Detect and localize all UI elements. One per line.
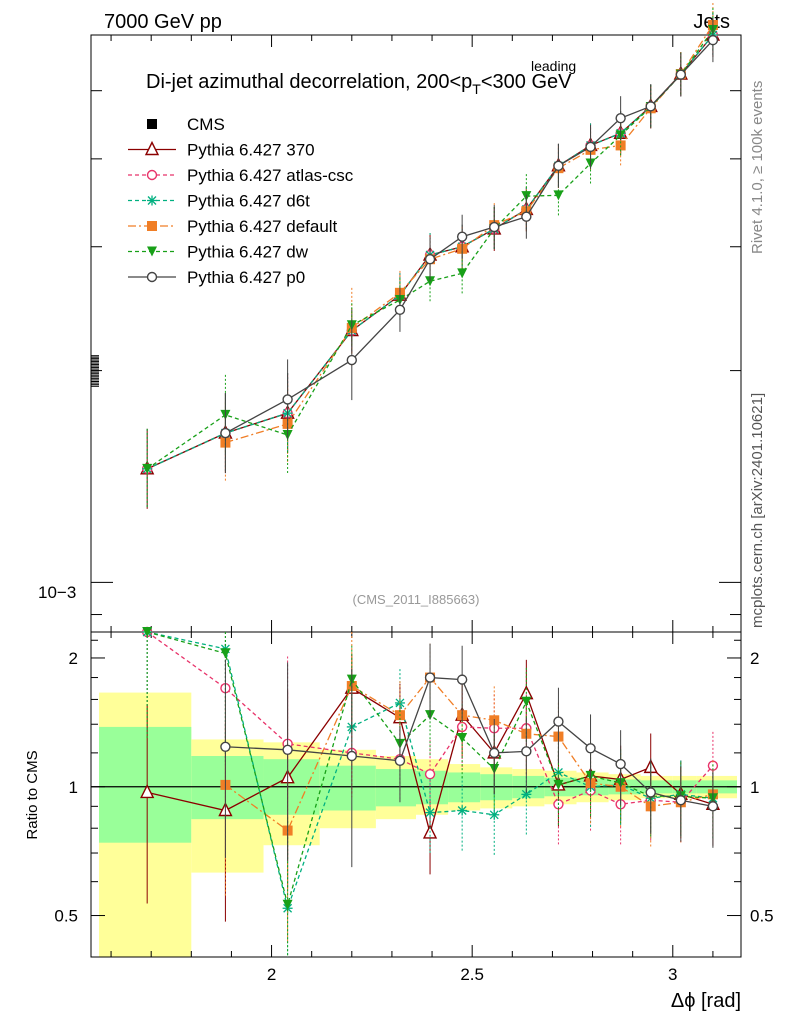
- data-point: [615, 112, 626, 124]
- legend-marker: [146, 271, 158, 283]
- legend-label: Pythia 6.427 d6t: [187, 192, 310, 211]
- ratio-point: [585, 743, 596, 754]
- data-point: [553, 160, 564, 172]
- x-axis-label: Δϕ [rad]: [671, 990, 741, 1012]
- data-point: [424, 254, 436, 265]
- data-point: [585, 141, 596, 153]
- data-point: [456, 231, 468, 242]
- data-point: [675, 69, 687, 80]
- legend-entry: Pythia 6.427 p0: [128, 268, 305, 287]
- chart-title-suffix: <300 GeV: [481, 71, 572, 93]
- data-point: [707, 34, 719, 46]
- ratio-point: [707, 801, 719, 812]
- ratio-point: [553, 716, 564, 727]
- ratio-point: [553, 779, 564, 790]
- legend-label: Pythia 6.427 atlas-csc: [187, 166, 354, 185]
- ratio-y-tick-label-right: 1: [750, 778, 759, 797]
- ratio-point: [521, 746, 532, 757]
- ratio-point: [394, 755, 406, 766]
- ratio-point: [220, 648, 231, 659]
- data-point: [553, 190, 564, 201]
- ratio-plot-area: [140, 626, 721, 957]
- ratio-point: [425, 807, 436, 818]
- legend-marker: [147, 195, 157, 206]
- legend-label: CMS: [187, 115, 225, 134]
- data-point: [521, 211, 532, 222]
- legend-label: Pythia 6.427 p0: [187, 268, 305, 287]
- ratio-point: [489, 747, 500, 759]
- chart-title: Di-jet azimuthal decorrelation, 200<pT<3…: [146, 71, 572, 97]
- ratio-point: [424, 672, 436, 683]
- legend-label: Pythia 6.427 dw: [187, 243, 309, 262]
- ratio-y-tick-label-right: 0.5: [750, 907, 774, 926]
- ratio-line: [225, 676, 714, 807]
- legend-entry: Pythia 6.427 atlas-csc: [128, 166, 354, 185]
- legend-marker: [147, 246, 157, 257]
- ratio-point: [140, 783, 155, 799]
- ratio-ylabel: Ratio to CMS: [24, 750, 41, 839]
- ratio-point: [282, 744, 293, 756]
- rivet-version-note: Rivet 4.1.0, ≥ 100k events: [749, 81, 766, 254]
- chart-title-prefix: Di-jet azimuthal decorrelation, 200<p: [146, 71, 472, 93]
- ratio-y-tick-label-right: 2: [750, 649, 759, 668]
- legend-marker: [144, 140, 160, 156]
- ratio-axis-ticks: 2 2.5 3 0.5 0.5 1 1 2 2: [54, 632, 774, 984]
- series-ratio: [220, 643, 719, 868]
- ratio-point: [489, 809, 500, 820]
- mcplots-note: mcplots.cern.ch [arXiv:2401.10621]: [749, 393, 766, 628]
- legend: CMS Pythia 6.427 370 Pythia 6.427 atlas-cs…: [128, 115, 354, 287]
- legend-label: Pythia 6.427 default: [187, 217, 338, 236]
- ratio-point: [521, 696, 532, 707]
- legend-entry: Pythia 6.427 370: [128, 141, 315, 160]
- chart-title-sub: T: [472, 81, 481, 97]
- data-point: [489, 221, 500, 233]
- legend-marker: [147, 221, 157, 231]
- data-point: [142, 463, 153, 474]
- chart-title-sup: leading: [531, 58, 576, 74]
- ratio-point: [457, 805, 468, 816]
- ratio-band-inner: [319, 765, 376, 811]
- data-point: [220, 427, 231, 439]
- ratio-point: [645, 787, 656, 798]
- data-point: [645, 101, 656, 112]
- legend-entry: Pythia 6.427 dw: [128, 243, 309, 262]
- main-ytick-label: 10−3: [38, 583, 76, 602]
- data-point: [346, 354, 358, 366]
- x-tick-label: 3: [668, 965, 677, 984]
- ratio-band-inner: [99, 726, 192, 843]
- collision-label: 7000 GeV pp: [104, 11, 222, 33]
- series-line: [225, 39, 714, 434]
- x-tick-label: 2: [267, 965, 276, 984]
- legend-entry: CMS: [147, 115, 225, 134]
- series-main: [220, 18, 719, 474]
- main-plot-area: [140, 2, 721, 509]
- ratio-point: [675, 795, 687, 806]
- ratio-point: [615, 758, 626, 770]
- analysis-id: (CMS_2011_I885663): [353, 592, 480, 607]
- ratio-y-tick-label-left: 1: [69, 778, 78, 797]
- ratio-y-tick-label-left: 2: [69, 649, 78, 668]
- ratio-y-tick-label-left: 0.5: [54, 907, 78, 926]
- ratio-point: [220, 741, 231, 752]
- legend-entry: Pythia 6.427 d6t: [128, 192, 310, 211]
- legend-label: Pythia 6.427 370: [187, 141, 315, 160]
- ratio-point: [346, 750, 358, 762]
- data-point: [394, 304, 406, 316]
- ratio-point: [282, 899, 293, 910]
- ratio-line: [225, 676, 714, 832]
- data-point: [457, 268, 468, 279]
- legend-entry: Pythia 6.427 default: [128, 217, 338, 236]
- ratio-panel-frame: [90, 631, 742, 958]
- x-tick-label: 2.5: [460, 965, 484, 984]
- legend-marker: [146, 169, 158, 181]
- ratio-point: [142, 627, 153, 637]
- ratio-band-inner: [375, 769, 416, 807]
- ratio-point: [424, 768, 436, 780]
- ratio-uncertainty-bands: [91, 692, 741, 957]
- ratio-point: [457, 733, 468, 744]
- ratio-point: [456, 674, 468, 685]
- legend-marker: [147, 119, 157, 129]
- data-point: [282, 394, 293, 405]
